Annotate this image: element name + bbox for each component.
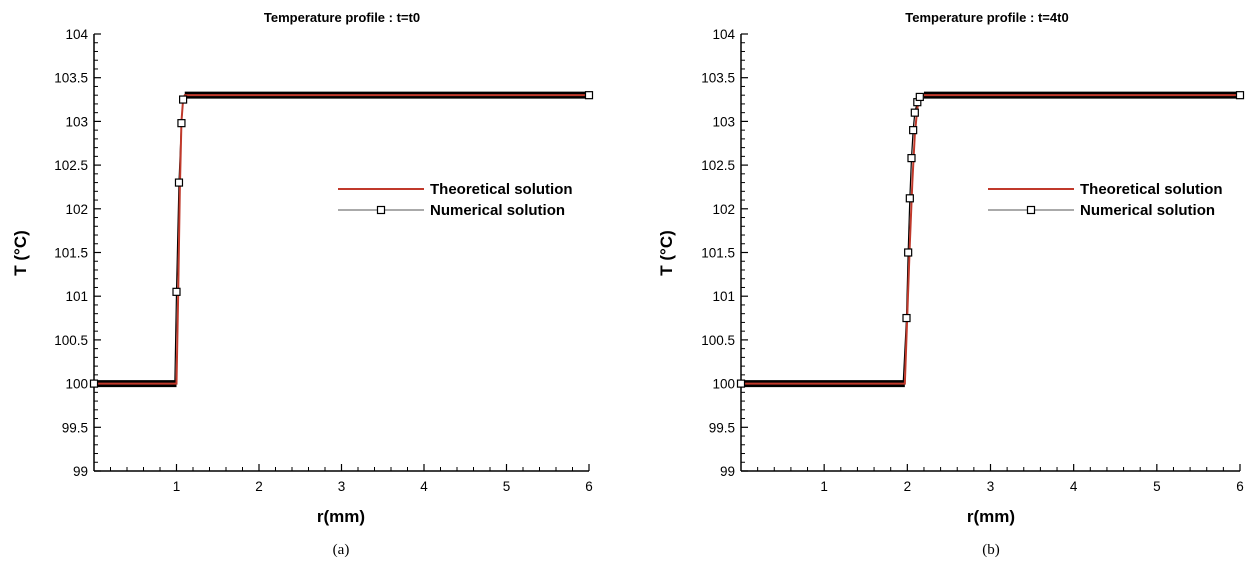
x-axis-label: r(mm) <box>317 507 365 526</box>
y-axis-label: T (°C) <box>657 230 676 276</box>
x-tick-label: 1 <box>173 479 181 494</box>
numerical-point <box>905 194 914 203</box>
legend-label-numerical: Numerical solution <box>1080 202 1215 219</box>
legend: Theoretical solution Numerical solution <box>988 181 1223 219</box>
y-tick-label: 103.5 <box>54 71 88 86</box>
numerical-point <box>1235 91 1245 100</box>
series-numerical-line <box>94 94 589 385</box>
y-tick-label: 100 <box>712 377 735 392</box>
numerical-point <box>909 126 918 135</box>
numerical-point <box>174 178 184 187</box>
numerical-point <box>584 91 594 100</box>
y-tick-label: 101 <box>65 289 88 304</box>
y-tick-label: 100 <box>65 377 88 392</box>
series-numerical-line <box>741 94 1240 385</box>
legend-marker-numerical <box>1026 205 1036 215</box>
plot-area <box>89 91 594 388</box>
y-tick-label: 99 <box>720 464 735 479</box>
y-tick-label: 102.5 <box>701 158 735 173</box>
y-tick-label: 103 <box>65 114 88 129</box>
x-tick-label: 5 <box>1153 479 1161 494</box>
x-tick-label: 4 <box>1070 479 1078 494</box>
y-tick-label: 103.5 <box>701 71 735 86</box>
y-tick-label: 102.5 <box>54 158 88 173</box>
x-axis-label: r(mm) <box>967 507 1015 526</box>
x-tick-label: 3 <box>987 479 995 494</box>
x-tick-label: 1 <box>820 479 828 494</box>
x-tick-label: 5 <box>503 479 511 494</box>
axis-ticks: 99 99.5 100 100.5 101 101.5 102 102.5 103 103.5 10… <box>54 27 593 494</box>
numerical-point <box>177 119 186 128</box>
chart-title: Temperature profile : t=4t0 <box>905 10 1068 25</box>
x-tick-label: 4 <box>420 479 428 494</box>
panel-caption: (a) <box>333 542 350 558</box>
y-tick-label: 104 <box>65 27 88 42</box>
y-tick-label: 102 <box>712 202 735 217</box>
y-tick-label: 99 <box>73 464 88 479</box>
numerical-point <box>172 287 181 296</box>
chart-panel-b: Temperature profile : t=4t0 T (°C) r(mm)… <box>657 10 1245 558</box>
y-tick-label: 100.5 <box>701 333 735 348</box>
y-axis-label: T (°C) <box>11 230 30 276</box>
chart-title: Temperature profile : t=t0 <box>264 10 420 25</box>
series-theoretical-line <box>741 94 1240 385</box>
numerical-point <box>915 92 924 102</box>
numerical-point <box>904 248 913 257</box>
axis-ticks: 99 99.5 100 100.5 101 101.5 102 102.5 103 103.5 10… <box>701 27 1244 494</box>
y-tick-label: 99.5 <box>709 420 735 435</box>
x-tick-label: 6 <box>585 479 593 494</box>
panel-caption: (b) <box>982 542 1000 558</box>
legend-label-theoretical: Theoretical solution <box>1080 181 1223 198</box>
series-theoretical-line <box>94 94 589 385</box>
y-tick-label: 100.5 <box>54 333 88 348</box>
legend: Theoretical solution Numerical solution <box>338 181 573 219</box>
numerical-point <box>89 379 99 388</box>
y-tick-label: 104 <box>712 27 735 42</box>
plot-area <box>736 91 1245 388</box>
legend-label-theoretical: Theoretical solution <box>430 181 573 198</box>
y-tick-label: 101.5 <box>701 246 735 261</box>
x-tick-label: 2 <box>255 479 263 494</box>
x-tick-label: 3 <box>338 479 346 494</box>
numerical-point <box>902 313 911 323</box>
y-tick-label: 99.5 <box>62 420 88 435</box>
y-tick-label: 103 <box>712 114 735 129</box>
numerical-point <box>736 379 746 388</box>
numerical-point <box>179 95 188 104</box>
numerical-point <box>910 108 919 117</box>
y-tick-label: 101 <box>712 289 735 304</box>
legend-label-numerical: Numerical solution <box>430 202 565 219</box>
numerical-point <box>907 154 916 163</box>
y-tick-label: 102 <box>65 202 88 217</box>
y-tick-label: 101.5 <box>54 246 88 261</box>
legend-marker-numerical <box>376 205 386 215</box>
x-tick-label: 6 <box>1236 479 1244 494</box>
chart-panel-a: Temperature profile : t=t0 T (°C) r(mm) … <box>11 10 594 558</box>
x-tick-label: 2 <box>904 479 912 494</box>
